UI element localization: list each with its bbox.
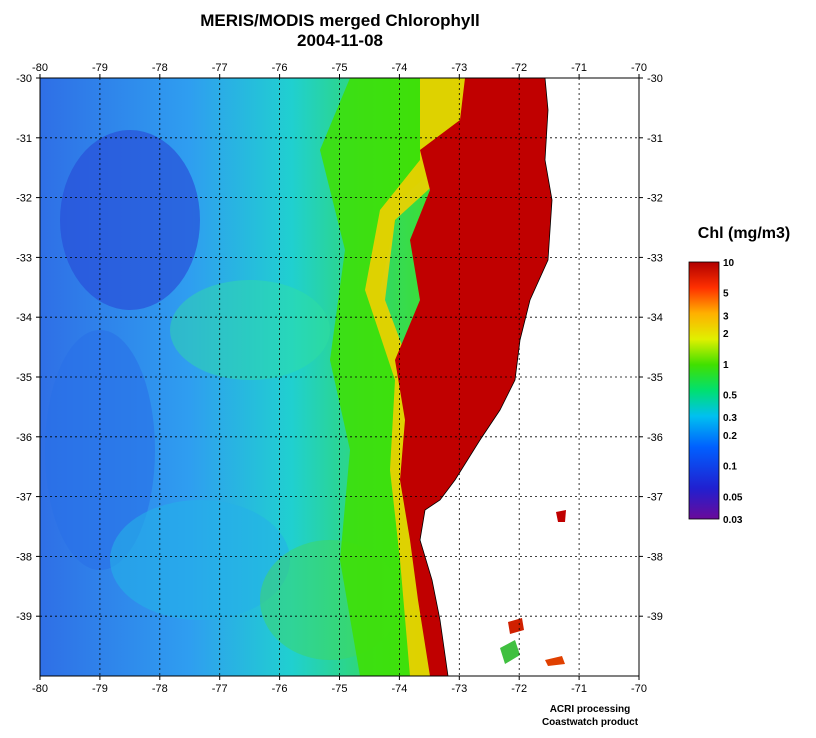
lat-label-right: -30: [647, 73, 663, 85]
island-patch: [508, 618, 524, 634]
island-patch: [500, 640, 520, 664]
lon-label-bottom: -74: [391, 683, 407, 695]
lon-label-top: -76: [272, 62, 288, 74]
lon-label-top: -71: [571, 62, 587, 74]
lat-label-left: -35: [16, 372, 32, 384]
colorbar-tick-label: 0.1: [723, 462, 737, 473]
high-chl-zone: [395, 78, 552, 676]
land-mask: [419, 78, 639, 676]
colorbar-title: Chl (mg/m3): [698, 225, 790, 242]
colorbar-tick-label: 1: [723, 360, 729, 371]
lat-label-right: -38: [647, 551, 663, 563]
colorbar-tick-label: 3: [723, 311, 729, 322]
colorbar-tick-label: 2: [723, 329, 729, 340]
map-date: 2004-11-08: [296, 31, 384, 50]
lat-label-left: -30: [16, 73, 32, 85]
lat-label-left: -32: [16, 193, 32, 205]
map-title: MERIS/MODIS merged Chlorophyll: [200, 11, 480, 30]
lat-label-left: -34: [16, 312, 32, 324]
colorbar-tick-label: 0.3: [723, 413, 737, 424]
island-patch: [556, 510, 566, 522]
lon-label-bottom: -76: [272, 683, 288, 695]
lat-label-right: -36: [647, 432, 663, 444]
colorbar: [688, 261, 720, 520]
lon-label-bottom: -80: [32, 683, 48, 695]
lon-label-top: -70: [631, 62, 647, 74]
mid-chl-patch: [110, 500, 290, 620]
transition-band: [365, 78, 470, 676]
colorbar-tick-label: 0.5: [723, 391, 737, 402]
colorbar-tick-label: 10: [723, 258, 735, 269]
credit-line-1: ACRI processing: [549, 704, 631, 715]
lon-label-top: -72: [511, 62, 527, 74]
lon-label-bottom: -72: [511, 683, 527, 695]
lat-label-left: -36: [16, 432, 32, 444]
lon-label-top: -79: [92, 62, 108, 74]
lat-label-right: -34: [647, 312, 663, 324]
lat-label-right: -32: [647, 193, 663, 205]
lon-label-top: -77: [212, 62, 228, 74]
lon-label-top: -75: [332, 62, 348, 74]
colorbar-tick-label: 0.03: [723, 515, 743, 526]
low-chl-patch: [60, 130, 200, 310]
colorbar-tick-label: 5: [723, 289, 729, 300]
lat-label-right: -33: [647, 252, 663, 264]
lon-label-bottom: -70: [631, 683, 647, 695]
lat-label-right: -35: [647, 372, 663, 384]
lon-label-bottom: -75: [332, 683, 348, 695]
lat-label-right: -37: [647, 492, 663, 504]
lon-label-top: -73: [451, 62, 467, 74]
colorbar-tick-label: 0.05: [723, 492, 743, 503]
lat-label-left: -33: [16, 252, 32, 264]
lat-label-right: -31: [647, 133, 663, 145]
lat-label-left: -38: [16, 551, 32, 563]
lon-label-bottom: -77: [212, 683, 228, 695]
lon-label-top: -74: [391, 62, 407, 74]
lon-label-bottom: -73: [451, 683, 467, 695]
lon-label-bottom: -79: [92, 683, 108, 695]
lat-label-left: -39: [16, 611, 32, 623]
mid-chl-patch: [170, 280, 330, 380]
lon-label-bottom: -71: [571, 683, 587, 695]
credit-line-2: Coastwatch product: [541, 717, 639, 728]
island-patch: [545, 656, 565, 666]
lon-label-top: -80: [32, 62, 48, 74]
lat-label-left: -37: [16, 492, 32, 504]
lat-label-left: -31: [16, 133, 32, 145]
lat-label-right: -39: [647, 611, 663, 623]
lon-label-top: -78: [152, 62, 168, 74]
colorbar-tick-label: 0.2: [723, 431, 737, 442]
lon-label-bottom: -78: [152, 683, 168, 695]
